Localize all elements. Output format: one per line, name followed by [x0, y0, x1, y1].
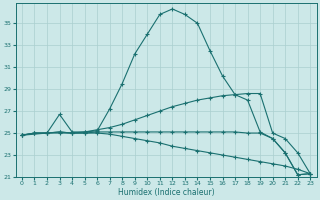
X-axis label: Humidex (Indice chaleur): Humidex (Indice chaleur) [118, 188, 214, 197]
